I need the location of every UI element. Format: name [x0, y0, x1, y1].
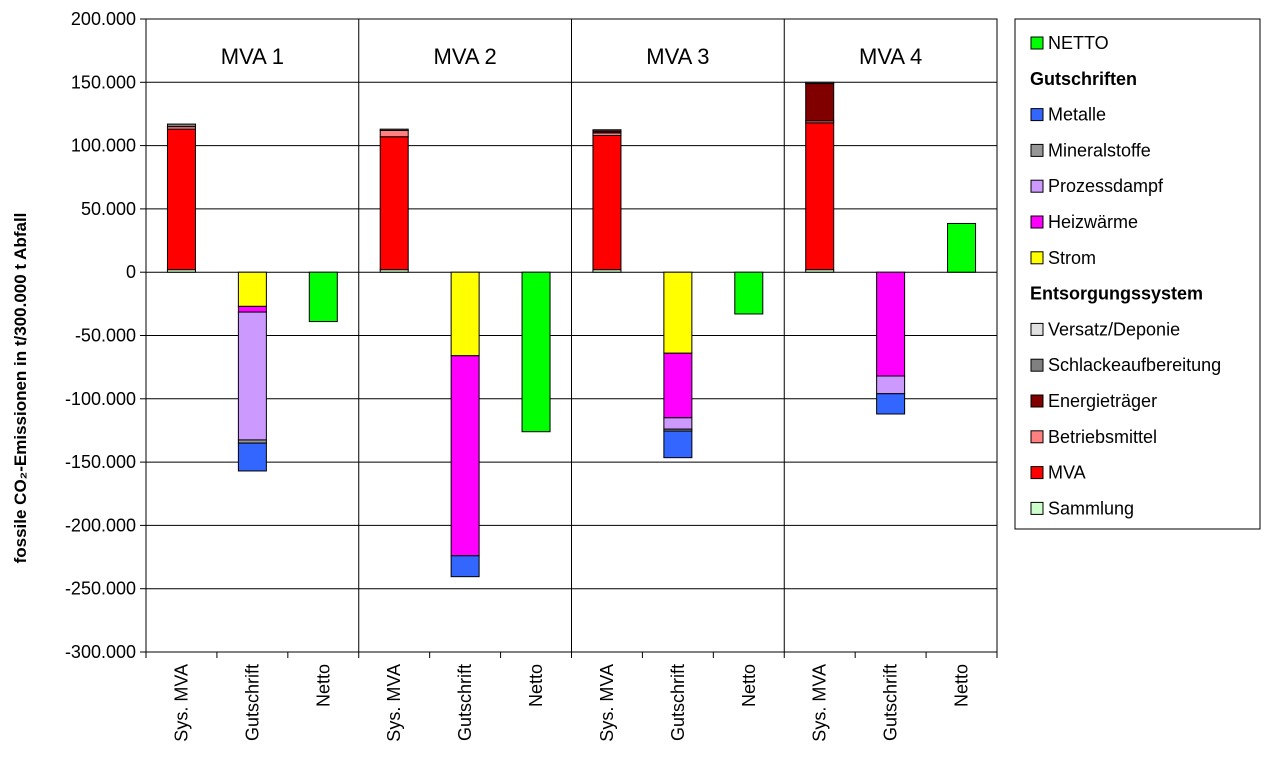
legend-label: Betriebsmittel: [1048, 427, 1157, 447]
group-label: MVA 1: [221, 44, 284, 69]
bar-segment-strom: [663, 271, 693, 354]
legend-swatch: [1030, 108, 1044, 122]
legend-swatch: [1030, 179, 1044, 193]
legend: NETTO Gutschriften Metalle Mineralstoffe Pro…: [1014, 18, 1261, 530]
y-tick-label: 150.000: [71, 72, 136, 92]
bar-segment-strom: [450, 271, 480, 357]
category-label: Netto: [739, 664, 759, 707]
y-tick-label: -150.000: [65, 452, 136, 472]
y-tick-label: 200.000: [71, 9, 136, 29]
bar-segment-strom: [237, 271, 267, 307]
bar-segment-prozessdampf: [663, 417, 693, 430]
bar-segment-mva: [166, 128, 196, 271]
legend-header: Gutschriften: [1030, 69, 1137, 89]
legend-label: NETTO: [1048, 33, 1109, 53]
legend-label: MVA: [1048, 463, 1086, 483]
y-tick-label: -50.000: [75, 326, 136, 346]
bar-segment-netto: [947, 222, 977, 273]
category-label: Gutschrift: [668, 664, 688, 741]
legend-label: Schlackeaufbereitung: [1048, 355, 1221, 375]
group-label: MVA 4: [859, 44, 922, 69]
category-label: Netto: [313, 664, 333, 707]
category-label: Gutschrift: [242, 664, 262, 741]
legend-label: Heizwärme: [1048, 212, 1138, 232]
category-label: Netto: [952, 664, 972, 707]
bar-segment-schlackeaufbereitung: [805, 81, 835, 85]
bar-segment-prozessdampf: [876, 375, 906, 395]
bar-segment-betriebsmittel: [379, 129, 409, 138]
grid-layer: [146, 18, 997, 653]
y-tick-label: -250.000: [65, 579, 136, 599]
legend-swatch: [1030, 215, 1044, 229]
legend-swatch: [1030, 358, 1044, 372]
legend-box: [1014, 18, 1261, 530]
bar-segment-netto: [734, 271, 764, 315]
legend-swatch: [1030, 430, 1044, 444]
legend-label: Metalle: [1048, 105, 1106, 125]
legend-swatch: [1030, 394, 1044, 408]
legend-label: Versatz/Deponie: [1048, 319, 1180, 339]
group-label: MVA 3: [646, 44, 709, 69]
category-label: Gutschrift: [455, 664, 475, 741]
legend-swatch: [1030, 466, 1044, 480]
bar-segment-mva: [592, 134, 622, 271]
legend-label: Strom: [1048, 248, 1096, 268]
category-label: Netto: [526, 664, 546, 707]
legend-label: Mineralstoffe: [1048, 140, 1151, 160]
bars-layer: [166, 81, 977, 578]
category-label: Sys. MVA: [171, 664, 191, 742]
category-label: Sys. MVA: [597, 664, 617, 742]
bar-segment-metalle: [237, 442, 267, 472]
bar-segment-metalle: [450, 555, 480, 578]
y-tick-label: 0: [126, 262, 136, 282]
bar-segment-netto: [308, 271, 338, 323]
legend-swatch: [1030, 322, 1044, 336]
legend-swatch: [1030, 251, 1044, 265]
bar-segment-schlackeaufbereitung: [379, 128, 409, 131]
category-label: Gutschrift: [881, 664, 901, 741]
bar-segment-mva: [379, 136, 409, 271]
bar-segment-mva: [805, 122, 835, 271]
bar-segment-metalle: [876, 393, 906, 415]
axes-layer: [140, 18, 998, 658]
y-tick-label: 50.000: [81, 199, 136, 219]
bar-segment-schlackeaufbereitung: [166, 123, 196, 128]
legend-header: Entsorgungssystem: [1030, 284, 1203, 304]
y-tick-label: -200.000: [65, 515, 136, 535]
category-label: Sys. MVA: [810, 664, 830, 742]
bar-segment-schlackeaufbereitung: [592, 129, 622, 132]
y-axis-label: fossile CO₂-Emissionen in t/300.000 t Ab…: [11, 213, 30, 564]
labels-layer: 200.000 150.000 100.000 50.000 0 -50.000 -100.…: [65, 9, 972, 742]
legend-label: Sammlung: [1048, 498, 1134, 518]
bar-segment-heizw-rme: [663, 352, 693, 419]
bar-segment-heizw-rme: [237, 305, 267, 313]
bar-segment-heizw-rme: [450, 355, 480, 557]
bar-segment-energietr-ger: [805, 83, 835, 122]
legend-label: Energieträger: [1048, 391, 1157, 411]
bar-segment-metalle: [663, 430, 693, 459]
y-tick-label: 100.000: [71, 136, 136, 156]
legend-label: Prozessdampf: [1048, 176, 1164, 196]
bar-segment-prozessdampf: [237, 311, 267, 441]
legend-swatch: [1030, 36, 1044, 50]
bar-segment-heizw-rme: [876, 271, 906, 377]
legend-swatch: [1030, 501, 1044, 515]
y-tick-label: -300.000: [65, 642, 136, 662]
bar-segment-netto: [521, 271, 551, 433]
y-tick-label: -100.000: [65, 389, 136, 409]
legend-swatch: [1030, 143, 1044, 157]
category-label: Sys. MVA: [384, 664, 404, 742]
group-label: MVA 2: [434, 44, 497, 69]
